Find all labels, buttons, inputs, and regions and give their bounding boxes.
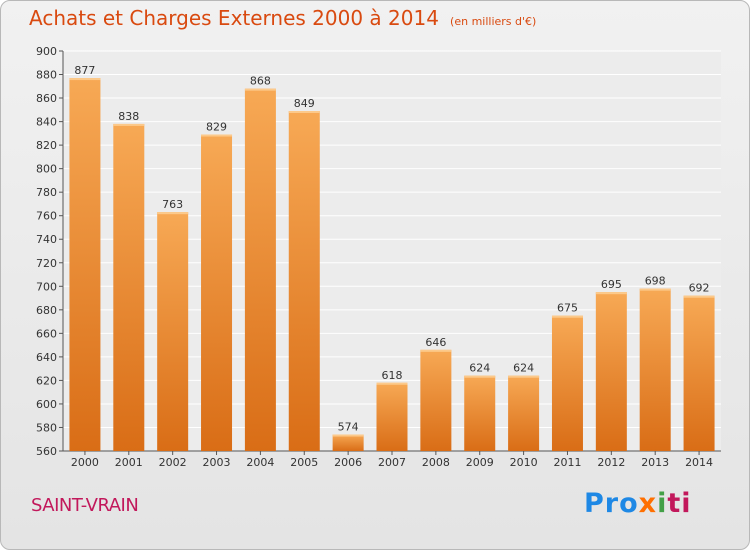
x-tick-label: 2007: [378, 456, 406, 469]
x-tick-label: 2003: [203, 456, 231, 469]
y-tick-label: 900: [36, 45, 57, 58]
x-tick-label: 2008: [422, 456, 450, 469]
bar-value-label: 574: [338, 421, 359, 434]
bar-value-label: 838: [118, 110, 139, 123]
logo-part-2: x: [638, 488, 658, 519]
bar-value-label: 618: [382, 369, 403, 382]
bar-value-label: 695: [601, 278, 622, 291]
proxiti-logo[interactable]: Proxiti: [584, 488, 692, 519]
bar-highlight: [683, 295, 715, 298]
y-tick-label: 640: [36, 351, 57, 364]
x-tick-label: 2011: [553, 456, 581, 469]
bar-highlight: [113, 123, 145, 126]
bar-highlight: [508, 375, 540, 378]
bar-value-label: 829: [206, 121, 227, 134]
tick-labels: 560 580 600 620 640 660 680 700 720 740 760 780 800 8…: [36, 45, 713, 469]
bar-value-label: 763: [162, 198, 183, 211]
bar: [332, 434, 364, 451]
bar-highlight: [551, 315, 583, 318]
y-tick-label: 560: [36, 445, 57, 458]
y-tick-label: 840: [36, 116, 57, 129]
y-tick-label: 800: [36, 163, 57, 176]
x-tick-label: 2004: [246, 456, 274, 469]
bar-highlight: [157, 212, 189, 215]
bar-value-label: 624: [469, 362, 490, 375]
chart-unit-label: (en milliers d'€): [450, 15, 537, 28]
x-tick-label: 2006: [334, 456, 362, 469]
y-tick-label: 680: [36, 304, 57, 317]
y-tick-label: 860: [36, 92, 57, 105]
bar-highlight: [595, 292, 627, 295]
x-tick-label: 2014: [685, 456, 713, 469]
y-tick-label: 880: [36, 69, 57, 82]
x-tick-label: 2000: [71, 456, 99, 469]
bar-value-label: 692: [689, 282, 710, 295]
y-tick-label: 760: [36, 210, 57, 223]
bar-highlight: [288, 111, 320, 113]
y-tick-label: 700: [36, 280, 57, 293]
y-tick-label: 780: [36, 186, 57, 199]
bar: [244, 88, 276, 451]
bar-value-label: 849: [294, 97, 315, 110]
chart-title: Achats et Charges Externes 2000 à 2014: [29, 6, 439, 30]
y-tick-label: 740: [36, 233, 57, 246]
bar-value-label: 698: [645, 275, 666, 288]
bar-value-label: 646: [425, 336, 446, 349]
y-tick-label: 820: [36, 139, 57, 152]
bar-highlight: [332, 434, 364, 437]
bar-value-label: 675: [557, 302, 578, 315]
x-tick-label: 2010: [510, 456, 538, 469]
x-tick-label: 2009: [466, 456, 494, 469]
bar-highlight: [201, 134, 233, 137]
bar-highlight: [69, 78, 101, 81]
data-labels: 877 838 763 829 868 849 574 618 646 624 624 675 695 6…: [74, 64, 709, 433]
y-tick-label: 580: [36, 421, 57, 434]
bar: [157, 212, 189, 451]
chart-title-block: Achats et Charges Externes 2000 à 2014 (…: [29, 6, 536, 30]
bar: [683, 295, 715, 451]
bar-highlight: [244, 88, 276, 91]
bar: [113, 123, 145, 452]
bar: [376, 382, 408, 451]
bar: [508, 375, 540, 451]
bar: [551, 315, 583, 451]
x-tick-label: 2005: [290, 456, 318, 469]
x-tick-label: 2012: [597, 456, 625, 469]
bar: [595, 292, 627, 451]
bars: [69, 78, 715, 452]
bar-highlight: [420, 349, 452, 352]
bar: [420, 349, 452, 451]
x-tick-label: 2001: [115, 456, 143, 469]
bar-highlight: [376, 382, 408, 385]
bar-highlight: [639, 288, 671, 291]
bar: [639, 288, 671, 451]
logo-part-3: i: [657, 488, 668, 519]
bar: [201, 134, 233, 451]
logo-part-1: Pro: [584, 488, 639, 519]
bar-value-label: 868: [250, 75, 271, 88]
bar: [288, 111, 320, 451]
y-tick-label: 620: [36, 374, 57, 387]
y-tick-label: 720: [36, 257, 57, 270]
x-tick-label: 2013: [641, 456, 669, 469]
x-tick-label: 2002: [159, 456, 187, 469]
bar-highlight: [464, 375, 496, 378]
bar-value-label: 624: [513, 362, 534, 375]
y-tick-label: 660: [36, 327, 57, 340]
commune-name: SAINT-VRAIN: [31, 495, 139, 516]
bar-value-label: 877: [74, 64, 95, 77]
bar: [69, 78, 101, 451]
bar: [464, 375, 496, 451]
logo-part-4: ti: [667, 488, 692, 519]
y-tick-label: 600: [36, 398, 57, 411]
